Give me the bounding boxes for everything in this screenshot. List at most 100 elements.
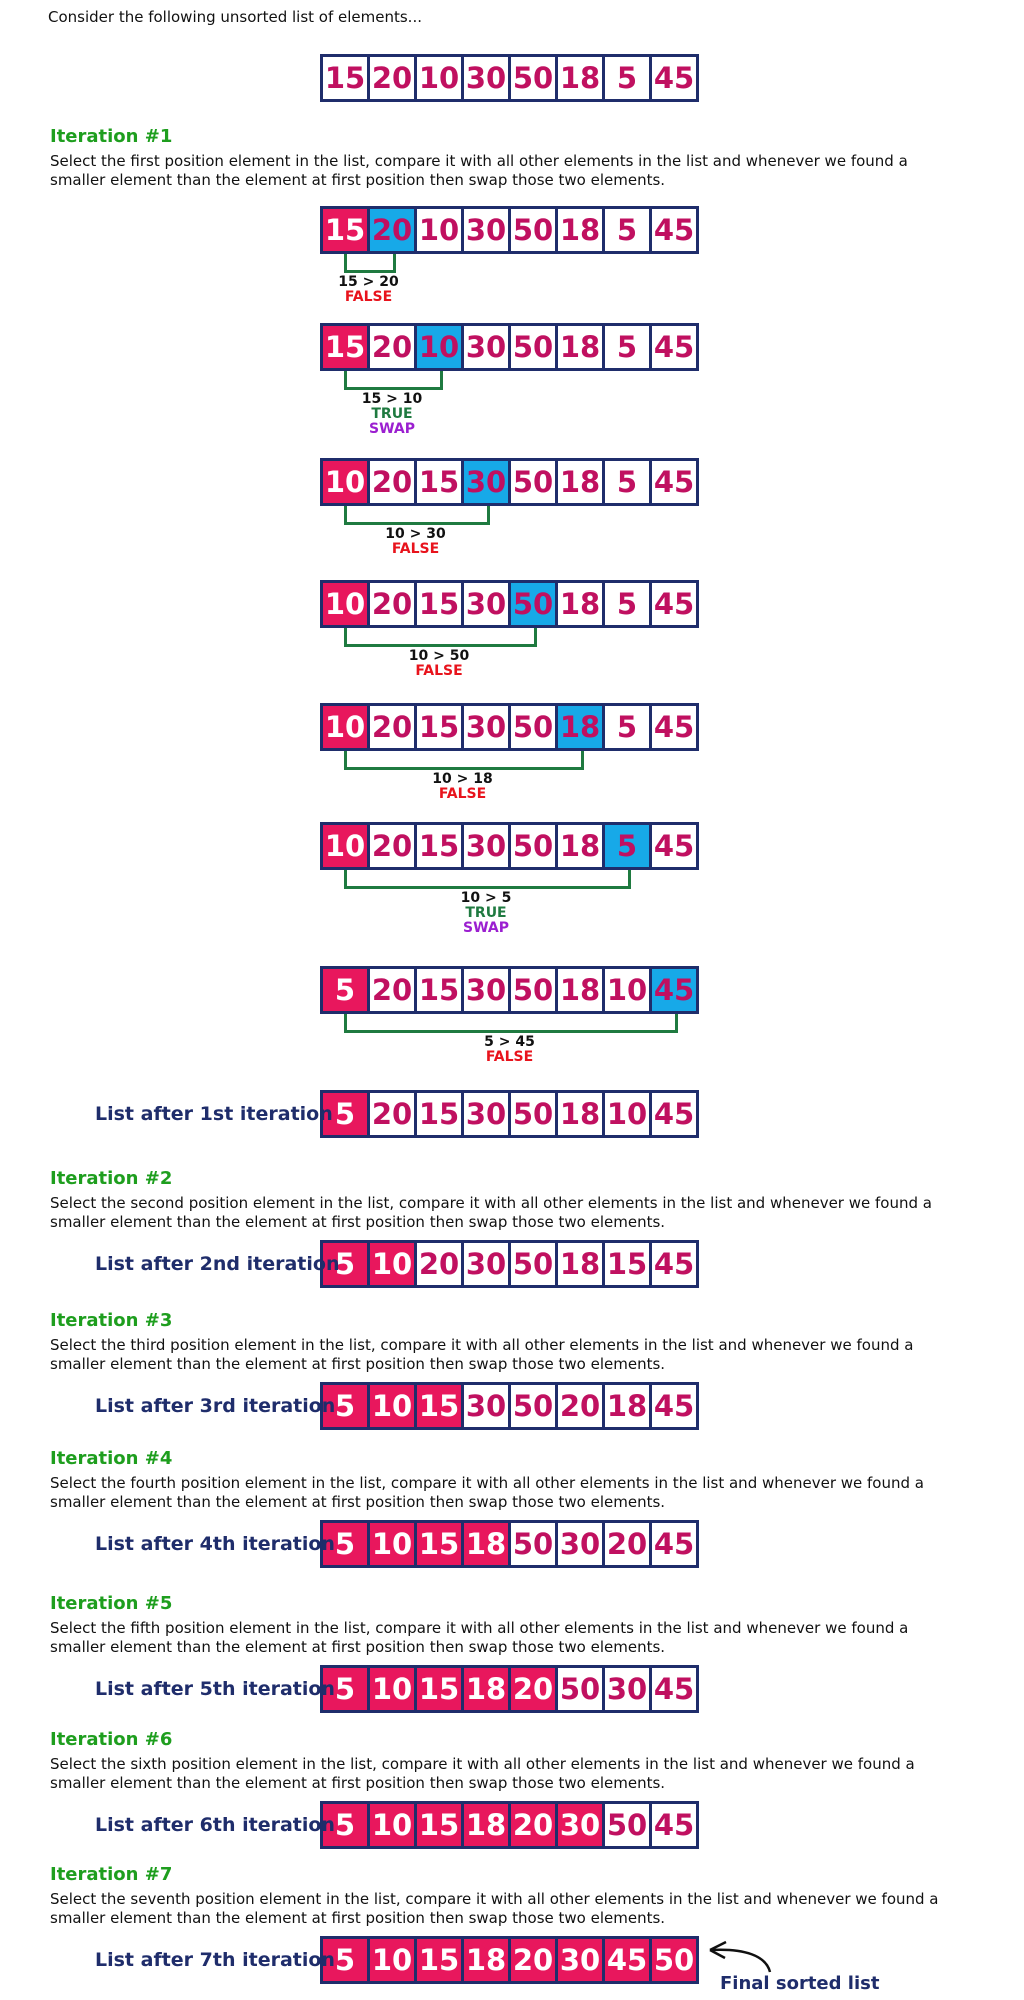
list-cell: 45 — [649, 326, 696, 368]
list-cell: 10 — [367, 1385, 414, 1427]
comparison-result: 10 > 30 FALSE — [376, 527, 456, 557]
list-cell: 30 — [461, 969, 508, 1011]
list-cell: 18 — [555, 825, 602, 867]
list-cell: 10 — [414, 209, 461, 251]
list-cell: 15 — [414, 1093, 461, 1135]
iteration-heading: Iteration #3 — [50, 1310, 173, 1331]
list-after-label: List after 4th iteration — [95, 1533, 335, 1555]
list-cell: 10 — [323, 706, 367, 748]
list-cell: 10 — [323, 461, 367, 503]
list-after-iteration: 5 10 15 18 20 30 45 50 — [320, 1936, 699, 1984]
comparison-result: 15 > 20 FALSE — [329, 275, 409, 305]
list-cell: 10 — [367, 1939, 414, 1981]
comparison-result: 5 > 45 FALSE — [470, 1035, 550, 1065]
comparison-expression: 15 > 10 — [361, 391, 423, 407]
list-cell: 10 — [367, 1243, 414, 1285]
iteration-description: Select the fourth position element in th… — [50, 1474, 924, 1511]
list-cell: 45 — [649, 1523, 696, 1565]
list-cell: 45 — [649, 825, 696, 867]
comparison-bracket — [344, 506, 490, 525]
list-cell: 30 — [555, 1939, 602, 1981]
list-cell: 10 — [323, 583, 367, 625]
list-cell: 30 — [555, 1804, 602, 1846]
list-after-label: List after 6th iteration — [95, 1814, 335, 1836]
list-cell: 50 — [508, 57, 555, 99]
list-cell: 10 — [602, 969, 649, 1011]
iteration-description: Select the seventh position element in t… — [50, 1890, 939, 1927]
list-cell: 10 — [367, 1668, 414, 1710]
list-cell: 5 — [323, 1385, 367, 1427]
list-cell: 30 — [461, 326, 508, 368]
comparison-expression: 5 > 45 — [484, 1034, 535, 1050]
comparison-outcome: FALSE — [485, 1049, 534, 1065]
list-cell: 20 — [367, 969, 414, 1011]
initial-list: 15 20 10 30 50 18 5 45 — [320, 54, 699, 102]
list-cell: 30 — [461, 1243, 508, 1285]
list-after-iteration: 5 10 15 18 50 30 20 45 — [320, 1520, 699, 1568]
list-cell: 30 — [461, 825, 508, 867]
list-cell: 18 — [461, 1523, 508, 1565]
list-cell: 45 — [602, 1939, 649, 1981]
list-cell: 10 — [602, 1093, 649, 1135]
iteration-description: Select the third position element in the… — [50, 1336, 914, 1373]
list-cell: 5 — [602, 461, 649, 503]
list-cell: 15 — [414, 1668, 461, 1710]
list-cell: 50 — [508, 209, 555, 251]
list-after-iteration: 5 10 20 30 50 18 15 45 — [320, 1240, 699, 1288]
list-cell: 45 — [649, 583, 696, 625]
list-cell: 20 — [367, 461, 414, 503]
list-cell: 5 — [323, 969, 367, 1011]
list-after-iteration: 5 20 15 30 50 18 10 45 — [320, 1090, 699, 1138]
list-cell: 10 — [367, 1523, 414, 1565]
list-cell: 45 — [649, 461, 696, 503]
list-cell: 45 — [649, 1385, 696, 1427]
list-cell: 5 — [602, 583, 649, 625]
iteration-heading: Iteration #6 — [50, 1729, 173, 1750]
list-cell: 5 — [323, 1093, 367, 1135]
list-cell: 20 — [367, 57, 414, 99]
list-cell: 5 — [602, 825, 649, 867]
list-cell: 50 — [508, 969, 555, 1011]
list-cell: 20 — [367, 583, 414, 625]
iteration-heading: Iteration #2 — [50, 1168, 173, 1189]
list-cell: 50 — [602, 1804, 649, 1846]
list-cell: 10 — [367, 1804, 414, 1846]
list-cell: 18 — [555, 706, 602, 748]
list-cell: 15 — [323, 209, 367, 251]
list-cell: 5 — [323, 1523, 367, 1565]
list-cell: 5 — [602, 326, 649, 368]
list-cell: 20 — [367, 706, 414, 748]
iteration-description: Select the sixth position element in the… — [50, 1755, 915, 1792]
list-cell: 30 — [461, 209, 508, 251]
iteration-heading: Iteration #1 — [50, 126, 173, 147]
list-cell: 10 — [323, 825, 367, 867]
final-sorted-label: Final sorted list — [720, 1973, 880, 1994]
list-cell: 18 — [555, 209, 602, 251]
comparison-result: 10 > 18 FALSE — [423, 772, 503, 802]
comparison-expression: 10 > 30 — [385, 526, 446, 542]
comparison-list: 10 20 15 30 50 18 5 45 — [320, 580, 699, 628]
comparison-bracket — [344, 751, 584, 770]
list-cell: 5 — [323, 1804, 367, 1846]
list-after-label: List after 7th iteration — [95, 1949, 335, 1971]
comparison-outcome: FALSE — [438, 786, 487, 802]
comparison-expression: 15 > 20 — [338, 274, 399, 290]
list-cell: 20 — [555, 1385, 602, 1427]
list-after-label: List after 2nd iteration — [95, 1253, 340, 1275]
iteration-description: Select the second position element in th… — [50, 1194, 932, 1231]
comparison-outcome: FALSE — [344, 289, 393, 305]
list-after-label: List after 1st iteration — [95, 1103, 333, 1125]
list-cell: 20 — [508, 1804, 555, 1846]
list-cell: 50 — [508, 326, 555, 368]
list-cell: 30 — [602, 1668, 649, 1710]
iteration-heading: Iteration #5 — [50, 1593, 173, 1614]
list-cell: 18 — [461, 1804, 508, 1846]
list-cell: 30 — [461, 1093, 508, 1135]
comparison-bracket — [344, 628, 537, 647]
final-arrow-icon — [709, 1940, 772, 1973]
list-cell: 50 — [508, 461, 555, 503]
list-cell: 20 — [414, 1243, 461, 1285]
comparison-bracket — [344, 254, 396, 273]
list-cell: 50 — [649, 1939, 696, 1981]
list-cell: 45 — [649, 969, 696, 1011]
